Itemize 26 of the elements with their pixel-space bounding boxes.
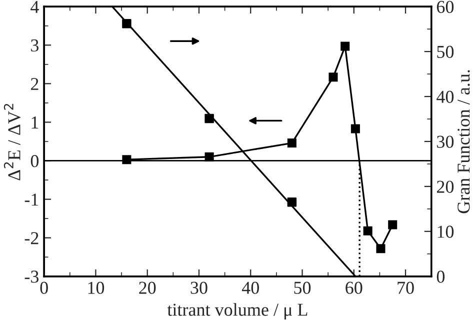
y2-tick-label: 50 bbox=[437, 46, 454, 58]
y-tick-label: 3 bbox=[31, 39, 39, 52]
y2-tick-label: 0 bbox=[436, 270, 445, 283]
x-tick-label: 50 bbox=[294, 282, 311, 294]
y2-tick-label: 40 bbox=[436, 90, 454, 103]
x-tick-label: 40 bbox=[242, 282, 259, 294]
x-tick-label: 0 bbox=[40, 282, 48, 294]
y-axis-title: Δ$^{2}$E / ΔV$^{2}$ bbox=[4, 104, 20, 180]
x-tick-label: 30 bbox=[190, 282, 208, 294]
y2-tick-label: 30 bbox=[437, 136, 454, 148]
x-tick-label: 10 bbox=[88, 282, 104, 294]
y-tick-label: -2 bbox=[24, 232, 38, 244]
y2-tick-label: 10 bbox=[438, 226, 454, 238]
y2-tick-label: 20 bbox=[436, 180, 454, 193]
y-tick-label: 2 bbox=[30, 78, 38, 90]
x-tick-label: 70 bbox=[398, 282, 414, 294]
y-tick-label: -3 bbox=[24, 270, 39, 283]
y-tick-label: 0 bbox=[30, 154, 39, 168]
y2-tick-label: 60 bbox=[436, 0, 454, 14]
y-tick-label: -1 bbox=[24, 194, 38, 206]
y2-axis-title: Gran Function / a.u. bbox=[458, 70, 470, 214]
x-tick-label: 20 bbox=[139, 282, 156, 294]
y-tick-label: 4 bbox=[30, 0, 39, 13]
x-tick-label: 60 bbox=[346, 282, 362, 294]
y-tick-label: 1 bbox=[32, 116, 38, 128]
x-axis-title: titrant volume / μ L bbox=[167, 303, 308, 320]
